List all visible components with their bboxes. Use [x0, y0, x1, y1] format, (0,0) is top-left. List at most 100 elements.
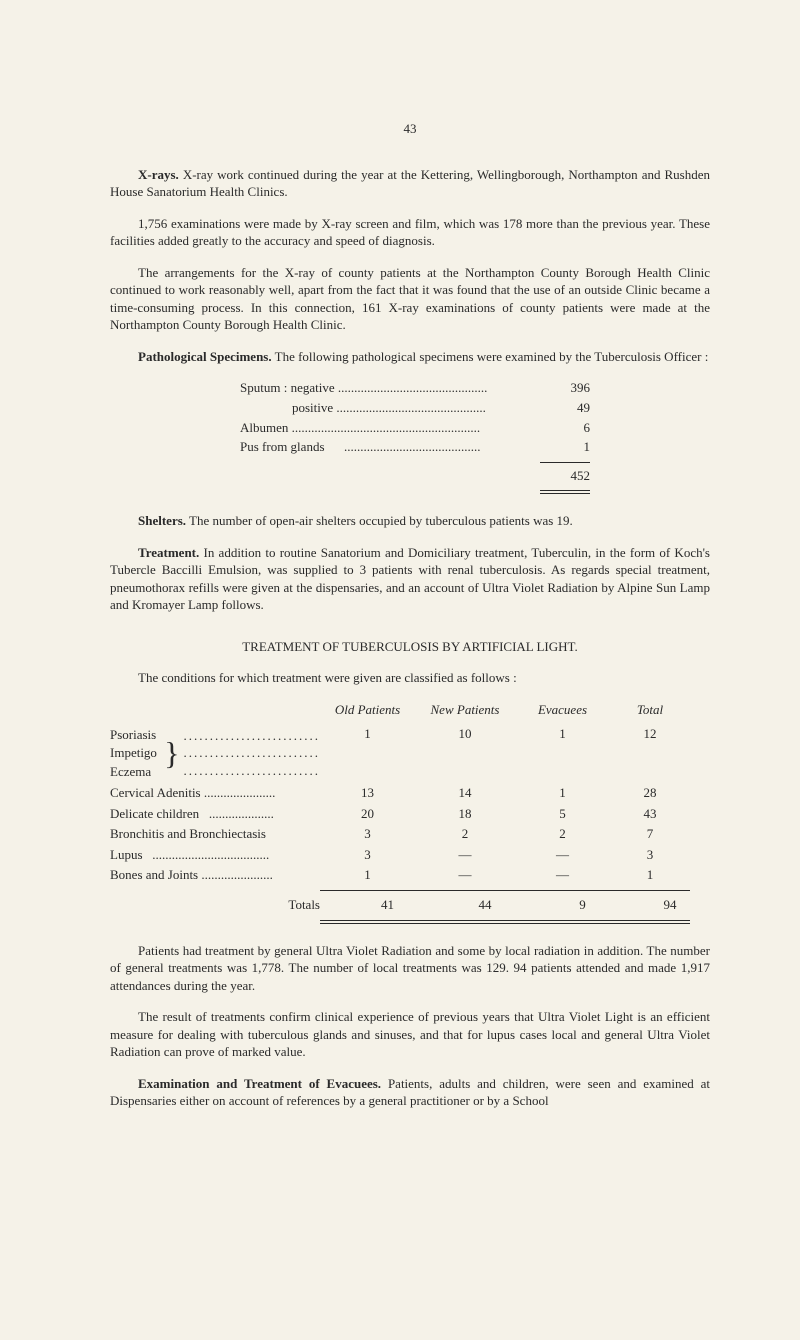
cell-old: 1: [320, 725, 415, 782]
cell-evac: —: [515, 846, 610, 864]
cell-label: Cervical Adenitis ......................: [110, 784, 320, 802]
cell-old: 20: [320, 805, 415, 823]
dots-line: ..........................: [184, 762, 321, 780]
cell-total: 43: [610, 805, 690, 823]
table-header-blank: [110, 701, 320, 719]
dots-line: ..........................: [184, 744, 321, 762]
paragraph-shelters: Shelters. The number of open-air shelter…: [110, 512, 710, 530]
cell-total: 28: [610, 784, 690, 802]
table-row: Bronchitis and Bronchiectasis 3 2 2 7: [110, 825, 710, 843]
brace-label: Psoriasis: [110, 726, 164, 744]
cell-evac: —: [515, 866, 610, 884]
specimen-value: 6: [540, 419, 590, 437]
specimen-total-row: 452: [240, 467, 710, 485]
paragraph-exams: 1,756 examinations were made by X-ray sc…: [110, 215, 710, 250]
section-heading: TREATMENT OF TUBERCULOSIS BY ARTIFICIAL …: [110, 638, 710, 656]
brace-label: Impetigo: [110, 744, 164, 762]
treatment-table: Old Patients New Patients Evacuees Total…: [110, 701, 710, 923]
specimen-list: Sputum : negative ......................…: [240, 379, 710, 494]
cell-old: 13: [320, 784, 415, 802]
exam-heading: Examination and Treatment of Evacuees.: [138, 1076, 381, 1091]
cell-new: 18: [415, 805, 515, 823]
specimen-row: positive ...............................…: [240, 399, 710, 417]
cell-evac: 1: [515, 725, 610, 782]
table-header-evac: Evacuees: [515, 701, 610, 719]
cell-label: Bones and Joints ......................: [110, 866, 320, 884]
cell-label: Delicate children ....................: [110, 805, 320, 823]
cell-total: 1: [610, 866, 690, 884]
paragraph-arrangements: The arrangements for the X-ray of county…: [110, 264, 710, 334]
dots-line: ..........................: [184, 727, 321, 745]
cell-new: 10: [415, 725, 515, 782]
table-header-row: Old Patients New Patients Evacuees Total: [110, 701, 710, 719]
xrays-heading: X-rays.: [138, 167, 179, 182]
brace-label: Eczema: [110, 763, 164, 781]
paragraph-exam-evacuees: Examination and Treatment of Evacuees. P…: [110, 1075, 710, 1110]
cell-label: Bronchitis and Bronchiectasis: [110, 825, 320, 843]
totals-total: 94: [630, 896, 710, 914]
specimen-row: Albumen ................................…: [240, 419, 710, 437]
specimen-label: positive ...............................…: [240, 399, 540, 417]
paragraph-pathological: Pathological Specimens. The following pa…: [110, 348, 710, 366]
brace-group: Psoriasis Impetigo Eczema } ............…: [110, 725, 320, 782]
table-row: Lupus ..................................…: [110, 846, 710, 864]
specimen-value: 49: [540, 399, 590, 417]
specimen-rule-double: [540, 490, 590, 494]
paragraph-patients: Patients had treatment by general Ultra …: [110, 942, 710, 995]
cell-new: —: [415, 866, 515, 884]
pathological-heading: Pathological Specimens.: [138, 349, 272, 364]
pathological-text: The following pathological specimens wer…: [275, 349, 709, 364]
shelters-heading: Shelters.: [138, 513, 186, 528]
table-rule-double: [110, 920, 710, 924]
table-rule: [110, 890, 710, 892]
specimen-label: Sputum : negative ......................…: [240, 379, 540, 397]
cell-evac: 5: [515, 805, 610, 823]
totals-label: Totals: [110, 896, 340, 914]
page-number: 43: [110, 120, 710, 138]
specimen-total: 452: [540, 467, 590, 485]
xrays-text: X-ray work continued during the year at …: [110, 167, 710, 200]
table-row: Psoriasis Impetigo Eczema } ............…: [110, 725, 710, 782]
table-header-new: New Patients: [415, 701, 515, 719]
specimen-value: 396: [540, 379, 590, 397]
cell-old: 3: [320, 846, 415, 864]
shelters-text: The number of open-air shelters occupied…: [189, 513, 573, 528]
table-row: Cervical Adenitis ......................…: [110, 784, 710, 802]
cell-total: 12: [610, 725, 690, 782]
brace-labels: Psoriasis Impetigo Eczema: [110, 725, 164, 782]
specimen-label: Pus from glands ........................…: [240, 438, 540, 456]
paragraph-result: The result of treatments confirm clinica…: [110, 1008, 710, 1061]
cell-label: Lupus ..................................…: [110, 846, 320, 864]
specimen-value: 1: [540, 438, 590, 456]
paragraph-treatment: Treatment. In addition to routine Sanato…: [110, 544, 710, 614]
table-totals-row: Totals 41 44 9 94: [110, 896, 710, 914]
cell-new: 2: [415, 825, 515, 843]
cell-old: 1: [320, 866, 415, 884]
table-header-total: Total: [610, 701, 690, 719]
cell-new: 14: [415, 784, 515, 802]
specimen-rule: [540, 462, 590, 463]
totals-old: 41: [340, 896, 435, 914]
specimen-label: Albumen ................................…: [240, 419, 540, 437]
brace-icon: }: [164, 737, 183, 769]
totals-evac: 9: [535, 896, 630, 914]
table-row: Delicate children .................... 2…: [110, 805, 710, 823]
table-row: Bones and Joints ...................... …: [110, 866, 710, 884]
treatment-heading: Treatment.: [138, 545, 199, 560]
specimen-label: [240, 467, 540, 485]
specimen-row: Pus from glands ........................…: [240, 438, 710, 456]
cell-total: 7: [610, 825, 690, 843]
cell-evac: 2: [515, 825, 610, 843]
brace-dots: .......................... .............…: [184, 727, 321, 780]
table-header-old: Old Patients: [320, 701, 415, 719]
document-page: 43 X-rays. X-ray work continued during t…: [0, 0, 800, 1184]
treatment-text: In addition to routine Sanatorium and Do…: [110, 545, 710, 613]
paragraph-xrays: X-rays. X-ray work continued during the …: [110, 166, 710, 201]
cell-evac: 1: [515, 784, 610, 802]
conditions-intro: The conditions for which treatment were …: [110, 669, 710, 687]
cell-total: 3: [610, 846, 690, 864]
cell-new: —: [415, 846, 515, 864]
cell-old: 3: [320, 825, 415, 843]
specimen-row: Sputum : negative ......................…: [240, 379, 710, 397]
totals-new: 44: [435, 896, 535, 914]
